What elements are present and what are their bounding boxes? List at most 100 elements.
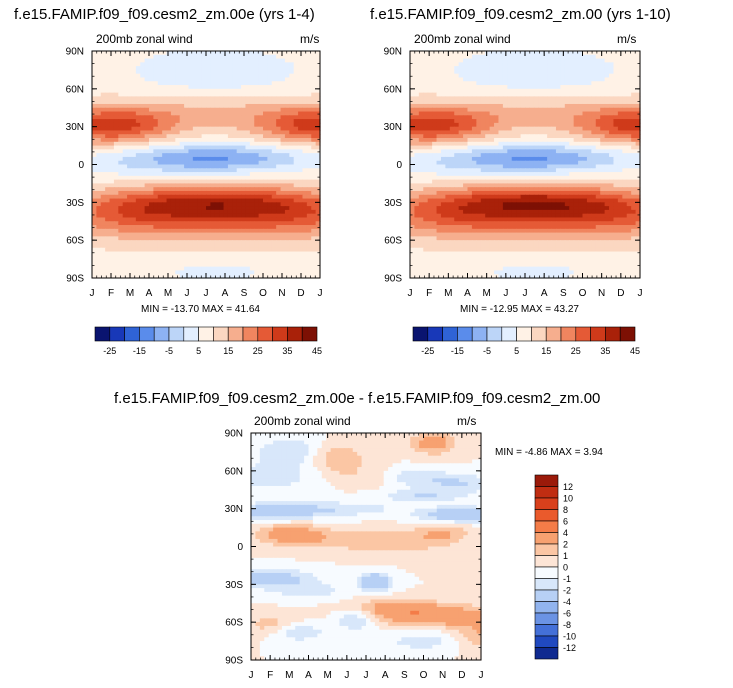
field-cell — [223, 206, 229, 211]
field-cell — [206, 141, 211, 147]
field-cell — [485, 164, 491, 169]
field-cell — [467, 164, 473, 169]
field-cell — [105, 81, 111, 86]
field-cell — [542, 145, 548, 150]
field-cell — [223, 190, 229, 196]
field-cell — [135, 126, 141, 132]
field-cell — [245, 115, 251, 120]
field-cell — [223, 54, 229, 60]
field-cell — [131, 77, 137, 82]
field-cell — [140, 168, 146, 173]
field-cell — [258, 122, 264, 128]
field-cell — [232, 179, 238, 185]
field-cell — [100, 145, 106, 150]
field-cell — [179, 228, 185, 234]
field-cell — [578, 153, 584, 158]
field-cell — [170, 126, 176, 132]
field-cell — [284, 172, 290, 177]
field-cell — [197, 255, 203, 260]
field-cell — [135, 138, 141, 143]
field-cell — [92, 100, 97, 105]
field-cell — [631, 81, 637, 86]
field-cell — [113, 228, 119, 234]
field-cell — [595, 141, 601, 147]
field-cell — [440, 111, 446, 116]
field-cell — [153, 217, 159, 222]
field-cell — [293, 119, 299, 124]
field-cell — [201, 236, 207, 241]
field-cell — [122, 115, 128, 120]
field-cell — [595, 138, 601, 143]
field-cell — [263, 69, 268, 75]
field-cell — [232, 141, 238, 147]
field-cell — [210, 160, 216, 166]
field-cell — [502, 126, 508, 132]
field-cell — [414, 119, 420, 124]
field-cell — [414, 107, 420, 113]
field-cell — [201, 115, 207, 120]
field-cell — [578, 92, 584, 97]
field-cell — [311, 240, 317, 245]
field-cell — [188, 251, 194, 256]
field-cell — [622, 73, 628, 79]
field-cell — [525, 62, 531, 67]
field-cell — [236, 209, 242, 215]
field-cell — [467, 160, 473, 166]
field-cell — [591, 92, 597, 97]
field-cell — [232, 175, 238, 181]
field-cell — [440, 96, 446, 101]
field-cell — [276, 240, 282, 245]
field-cell — [533, 138, 539, 143]
field-cell — [271, 251, 277, 256]
field-cell — [105, 232, 111, 237]
field-cell — [184, 54, 190, 60]
field-cell — [144, 51, 150, 56]
field-cell — [569, 73, 575, 79]
field-cell — [192, 228, 198, 234]
field-cell — [267, 100, 273, 105]
field-cell — [582, 156, 588, 162]
field-cell — [135, 198, 141, 203]
field-cell — [306, 228, 312, 234]
field-cell — [445, 141, 451, 147]
field-cell — [245, 190, 251, 196]
field-cell — [263, 175, 268, 181]
field-cell — [105, 175, 111, 181]
field-cell — [201, 119, 207, 124]
field-cell — [609, 96, 615, 101]
field-cell — [135, 85, 141, 90]
field-cell — [135, 164, 141, 169]
field-cell — [184, 190, 190, 196]
field-cell — [258, 168, 264, 173]
field-cell — [166, 111, 172, 116]
field-cell — [494, 138, 500, 143]
field-cell — [223, 51, 229, 56]
field-cell — [122, 221, 128, 226]
field-cell — [298, 81, 304, 86]
field-cell — [564, 58, 570, 63]
field-cell — [284, 160, 290, 166]
field-cell — [245, 85, 251, 90]
field-cell — [271, 62, 277, 67]
field-cell — [131, 175, 137, 181]
field-cell — [184, 164, 190, 169]
field-cell — [298, 145, 304, 150]
field-cell — [214, 58, 220, 63]
field-cell — [622, 107, 628, 113]
field-cell — [480, 103, 486, 109]
field-cell — [507, 107, 513, 113]
field-cell — [254, 54, 260, 60]
field-cell — [293, 54, 299, 60]
field-cell — [586, 156, 592, 162]
field-cell — [131, 103, 137, 109]
field-cell — [149, 88, 154, 94]
field-cell — [418, 92, 424, 97]
field-cell — [149, 85, 154, 90]
field-cell — [197, 126, 203, 132]
field-cell — [144, 62, 150, 67]
field-cell — [445, 96, 451, 101]
field-cell — [494, 122, 500, 128]
field-cell — [241, 81, 247, 86]
field-cell — [432, 122, 438, 128]
field-cell — [467, 134, 473, 139]
